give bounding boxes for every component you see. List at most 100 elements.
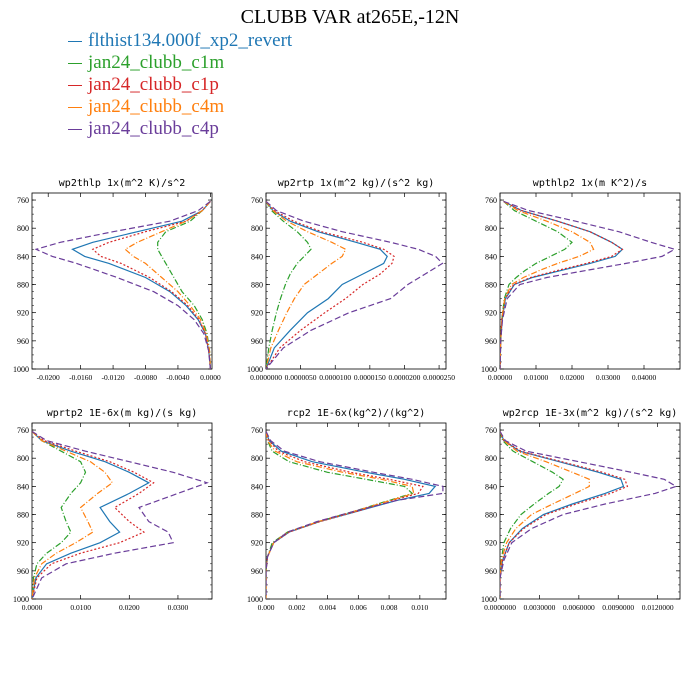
legend-entry: jan24_clubb_c4p: [68, 118, 292, 140]
y-tick-label: 800: [485, 454, 497, 463]
x-tick-label: 0.008: [381, 603, 398, 612]
legend-swatch: [68, 62, 82, 64]
x-tick-label: 0.0060000: [563, 603, 595, 612]
y-tick-label: 880: [251, 281, 263, 290]
x-tick-label: -0.0040: [166, 373, 189, 382]
series-line: [124, 201, 211, 369]
panel-title: wp2rtp 1x(m^2 kg)/(s^2 kg): [278, 178, 435, 189]
y-tick-label: 880: [17, 281, 29, 290]
series-line: [32, 430, 151, 599]
x-tick-label: 0.006: [350, 603, 367, 612]
chart-panel: wp2thlp 1x(m^2 K)/s^2 760 800 840 880 920 960 1…: [13, 178, 221, 382]
y-tick-label: 760: [251, 196, 263, 205]
series-line: [266, 431, 414, 599]
x-tick-label: 0.0000000: [484, 603, 516, 612]
panel-title: wp2thlp 1x(m^2 K)/s^2: [59, 178, 185, 189]
legend-entry: jan24_clubb_c1p: [68, 74, 292, 96]
y-tick-label: 920: [17, 309, 29, 318]
y-tick-label: 1000: [13, 595, 29, 604]
series-line: [34, 200, 211, 369]
y-tick-label: 960: [17, 337, 29, 346]
y-tick-label: 800: [251, 454, 263, 463]
y-tick-label: 960: [485, 567, 497, 576]
series-line: [500, 200, 624, 369]
plot-frame: [265, 192, 447, 370]
panel-title: rcp2 1E-6x(kg^2)/(kg^2): [287, 408, 425, 419]
plot-frame: [31, 422, 213, 600]
series-line: [500, 431, 590, 599]
legend-entry: jan24_clubb_c4m: [68, 96, 292, 118]
legend-entry: jan24_clubb_c1m: [68, 52, 292, 74]
series-line: [500, 431, 678, 599]
series-line: [266, 201, 347, 369]
y-tick-label: 840: [17, 252, 29, 261]
y-tick-label: 880: [17, 511, 29, 520]
series-line: [266, 431, 415, 599]
chart-panel: wp2rtp 1x(m^2 kg)/(s^2 kg) 760 800 840 880 92…: [247, 178, 455, 382]
x-tick-label: 0.0200: [119, 603, 140, 612]
legend-swatch: [68, 84, 82, 86]
y-tick-label: 840: [251, 252, 263, 261]
x-tick-label: 0.04000: [632, 373, 657, 382]
panel-title: wp2rcp 1E-3x(m^2 kg)/(s^2 kg): [503, 408, 678, 419]
legend: flthist134.000f_xp2_revert jan24_clubb_c1…: [68, 30, 292, 140]
series-line: [500, 431, 629, 599]
series-line: [500, 431, 564, 599]
series-line: [500, 200, 573, 369]
chart-panel: rcp2 1E-6x(kg^2)/(kg^2) 760 800 840 880 920 96…: [247, 408, 447, 612]
y-tick-label: 800: [485, 224, 497, 233]
x-tick-label: -0.0200: [37, 373, 60, 382]
plot-frame: [31, 192, 213, 370]
y-tick-label: 880: [485, 281, 497, 290]
series-line: [266, 431, 444, 599]
y-tick-label: 760: [251, 426, 263, 435]
chart-panel: wp2rcp 1E-3x(m^2 kg)/(s^2 kg) 760 800 840 88…: [481, 408, 681, 612]
panel-title: wpthlp2 1x(m K^2)/s: [533, 178, 647, 189]
y-tick-label: 920: [485, 309, 497, 318]
y-tick-label: 960: [17, 567, 29, 576]
plot-frame: [265, 422, 447, 600]
x-tick-label: 0.0000: [200, 373, 221, 382]
plot-frame: [499, 192, 681, 370]
y-tick-label: 960: [485, 337, 497, 346]
legend-label: jan24_clubb_c1m: [88, 52, 225, 73]
series-line: [266, 200, 444, 369]
y-tick-label: 920: [251, 539, 263, 548]
legend-label: jan24_clubb_c1p: [88, 74, 219, 95]
chart-panel: wprtp2 1E-6x(m kg)/(s kg) 760 800 840 880 920…: [13, 408, 213, 612]
x-tick-label: 0.0000100: [319, 373, 351, 382]
x-tick-label: 0.002: [288, 603, 305, 612]
series-line: [266, 200, 395, 369]
x-tick-label: 0.004: [319, 603, 336, 612]
series-line: [266, 201, 388, 369]
y-tick-label: 760: [17, 426, 29, 435]
series-line: [32, 430, 87, 599]
legend-label: jan24_clubb_c4p: [88, 118, 219, 139]
y-tick-label: 800: [17, 224, 29, 233]
x-tick-label: 0.0300: [168, 603, 189, 612]
legend-swatch: [68, 128, 82, 130]
y-tick-label: 840: [17, 482, 29, 491]
x-tick-label: 0.000: [258, 603, 275, 612]
y-tick-label: 920: [17, 539, 29, 548]
series-line: [500, 200, 624, 369]
y-tick-label: 1000: [247, 365, 263, 374]
series-line: [32, 430, 114, 599]
x-tick-label: 0.0000050: [285, 373, 317, 382]
y-tick-label: 840: [485, 482, 497, 491]
legend-swatch: [68, 40, 82, 42]
y-tick-label: 880: [485, 511, 497, 520]
y-tick-label: 1000: [481, 365, 497, 374]
series-line: [32, 430, 155, 599]
y-tick-label: 1000: [247, 595, 263, 604]
series-line: [500, 200, 595, 369]
x-tick-label: 0.0000: [22, 603, 43, 612]
y-tick-label: 800: [17, 454, 29, 463]
y-tick-label: 1000: [13, 365, 29, 374]
y-tick-label: 760: [485, 426, 497, 435]
y-tick-label: 840: [485, 252, 497, 261]
legend-entry: flthist134.000f_xp2_revert: [68, 30, 292, 52]
panel-title: wprtp2 1E-6x(m kg)/(s kg): [47, 408, 198, 419]
x-tick-label: -0.0080: [134, 373, 157, 382]
